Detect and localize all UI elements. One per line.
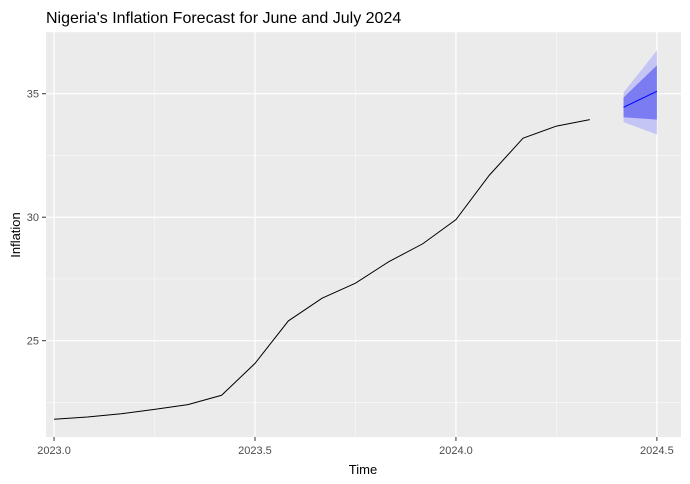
axis-tick-labels: 2023.0 2023.5 2024.0 2024.5 25 30 35	[27, 89, 674, 457]
forecast-bands	[623, 50, 657, 135]
plot-panel	[46, 32, 681, 437]
chart-title: Nigeria's Inflation Forecast for June an…	[46, 10, 401, 27]
minor-gridlines	[46, 31, 681, 437]
y-axis-title: Inflation	[8, 212, 23, 258]
axis-ticks	[42, 93, 658, 441]
forecast-mean-line	[623, 90, 658, 108]
x-tick-label: 2023.5	[238, 445, 272, 457]
y-tick-label: 30	[27, 212, 39, 224]
x-tick-label: 2023.0	[37, 445, 71, 457]
series-lines	[54, 90, 658, 420]
y-tick-label: 25	[27, 336, 39, 348]
x-tick-label: 2024.5	[640, 445, 674, 457]
band-80	[623, 65, 657, 120]
y-tick-label: 35	[27, 89, 39, 101]
series-line	[54, 119, 590, 420]
x-tick-label: 2024.0	[439, 445, 473, 457]
x-axis-title: Time	[349, 462, 377, 477]
